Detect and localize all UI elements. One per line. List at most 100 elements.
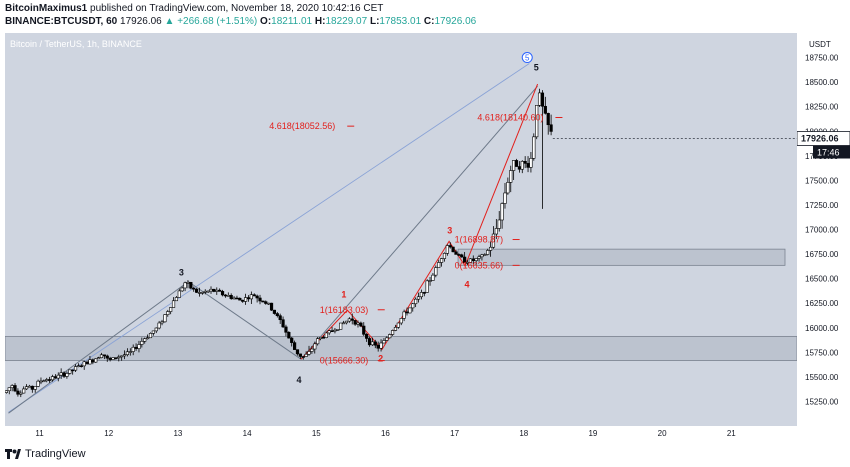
y-tick-label: 15500.00	[805, 373, 839, 382]
wave-label-minor-4: 4	[465, 279, 470, 289]
candle-body	[385, 337, 389, 341]
candle-body	[437, 262, 441, 268]
last-price: 17926.06	[120, 16, 162, 27]
candle-body	[73, 366, 78, 371]
candle-body	[284, 326, 288, 333]
candle-body	[16, 390, 20, 395]
candle-body	[529, 158, 533, 168]
candle-body	[339, 322, 343, 330]
candle-body	[474, 258, 478, 261]
candle-body	[316, 338, 320, 345]
price-axis-svg: USDT 15250.00 15500.00 15750.00 16000.00 1625…	[796, 40, 850, 406]
x-tick-label: 20	[658, 429, 667, 438]
candle-body	[442, 253, 447, 259]
red-trend-line-3	[300, 83, 539, 360]
candle-body	[301, 356, 305, 358]
high-value: 18229.07	[325, 16, 368, 27]
candle-body	[333, 329, 337, 332]
candle-body	[546, 113, 550, 126]
candle-body	[91, 359, 95, 363]
candle-body	[393, 327, 398, 331]
open-value: 18211.01	[271, 16, 313, 27]
y-tick-label: 16250.00	[805, 299, 839, 308]
candle-body	[79, 365, 83, 368]
candle-body	[212, 288, 216, 292]
y-tick-label: 18500.00	[805, 78, 839, 87]
candle-body	[439, 258, 444, 263]
wave-label-minor-2: 2	[378, 354, 383, 364]
candle-body	[108, 357, 112, 360]
low-label: L:	[369, 16, 380, 27]
price-chart[interactable]: Bitcoin / TetherUS, 1h, BINANCE 1(16183.0…	[4, 33, 798, 426]
candle-body	[24, 386, 29, 390]
time-axis[interactable]: 11 12 13 14 15 16 17 18 19 20 21	[5, 426, 797, 440]
candle-body	[269, 302, 274, 311]
candle-body	[249, 294, 253, 300]
candle-body	[131, 346, 135, 352]
wave-label-major-3: 5	[534, 62, 539, 72]
candle-body	[102, 354, 106, 357]
low-value: 17853.01	[379, 16, 422, 27]
candle-body	[402, 311, 406, 319]
candle-body	[292, 342, 297, 350]
candle-body	[59, 372, 63, 376]
x-tick-label: 16	[381, 429, 390, 438]
candle-body	[379, 342, 383, 349]
chart-plot-area[interactable]: Bitcoin / TetherUS, 1h, BINANCE 1(16183.0…	[4, 33, 798, 426]
candle-body	[327, 330, 331, 334]
candle-body	[488, 246, 493, 251]
candle-body	[526, 163, 530, 168]
candle-body	[514, 160, 519, 167]
candle-body	[258, 297, 262, 302]
candle-body	[278, 315, 282, 321]
candle-body	[117, 356, 121, 359]
candle-body	[53, 376, 57, 379]
open-label: O:	[260, 16, 272, 27]
candle-body	[390, 330, 395, 335]
candle-body	[120, 355, 124, 358]
y-tick-label: 15750.00	[805, 348, 839, 357]
author-name[interactable]: BitcoinMaximus1	[5, 3, 88, 14]
candle-body	[370, 341, 375, 346]
candle-body	[307, 351, 311, 355]
candle-body	[157, 322, 161, 329]
x-tick-label: 18	[519, 429, 528, 438]
candle-body	[321, 336, 326, 339]
candle-body	[192, 287, 196, 290]
blue-trend-line-1	[8, 63, 530, 413]
candle-body	[7, 387, 11, 392]
y-tick-label: 17250.00	[805, 201, 839, 210]
candle-body	[356, 322, 360, 325]
candle-body	[494, 228, 498, 235]
candle-body	[497, 219, 501, 229]
fib-label-1: 1(16183.03)	[320, 305, 369, 315]
candle-body	[523, 161, 527, 164]
candle-body	[241, 299, 245, 302]
candle-body	[114, 357, 118, 359]
candle-body	[183, 282, 187, 289]
candle-body	[324, 332, 328, 338]
candle-body	[97, 357, 101, 360]
candle-body	[376, 344, 380, 349]
wave-circle-marker	[521, 52, 533, 64]
price-axis[interactable]: USDT 15250.00 15500.00 15750.00 16000.00 1625…	[796, 33, 850, 426]
candle-body	[509, 170, 513, 183]
tradingview-footer[interactable]: TradingView	[5, 444, 86, 464]
candle-body	[411, 303, 415, 309]
candle-body	[520, 161, 524, 170]
candle-body	[197, 292, 202, 294]
candle-body	[405, 311, 409, 314]
candle-body	[209, 288, 213, 292]
candle-body	[491, 233, 496, 248]
candle-body	[10, 385, 14, 389]
candle-body	[416, 296, 421, 300]
candle-body	[99, 354, 104, 358]
x-tick-label: 14	[243, 429, 252, 438]
candle-body	[422, 292, 426, 294]
tradingview-logo-text: TradingView	[25, 448, 86, 460]
candle-body	[13, 385, 17, 392]
fib-label-3: 4.618(18052.56)	[269, 121, 335, 131]
candle-body	[512, 160, 516, 171]
candle-body	[272, 309, 277, 314]
x-tick-label: 15	[312, 429, 321, 438]
